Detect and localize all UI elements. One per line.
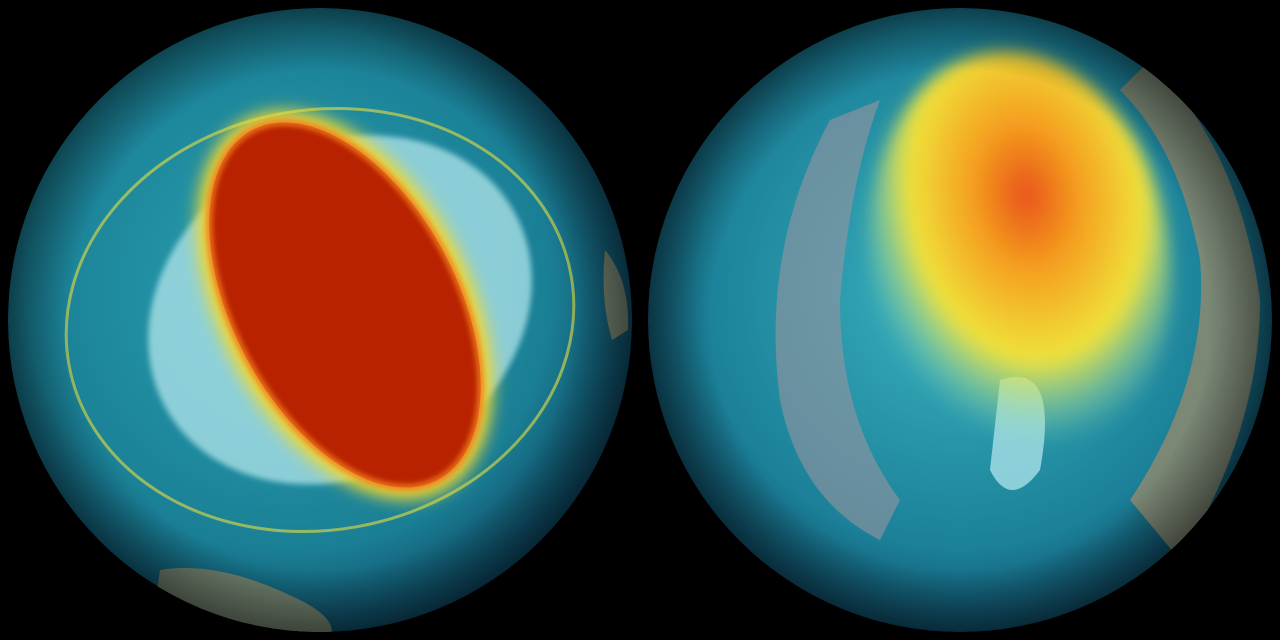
globe-left (8, 8, 632, 632)
globe-right (648, 8, 1272, 632)
